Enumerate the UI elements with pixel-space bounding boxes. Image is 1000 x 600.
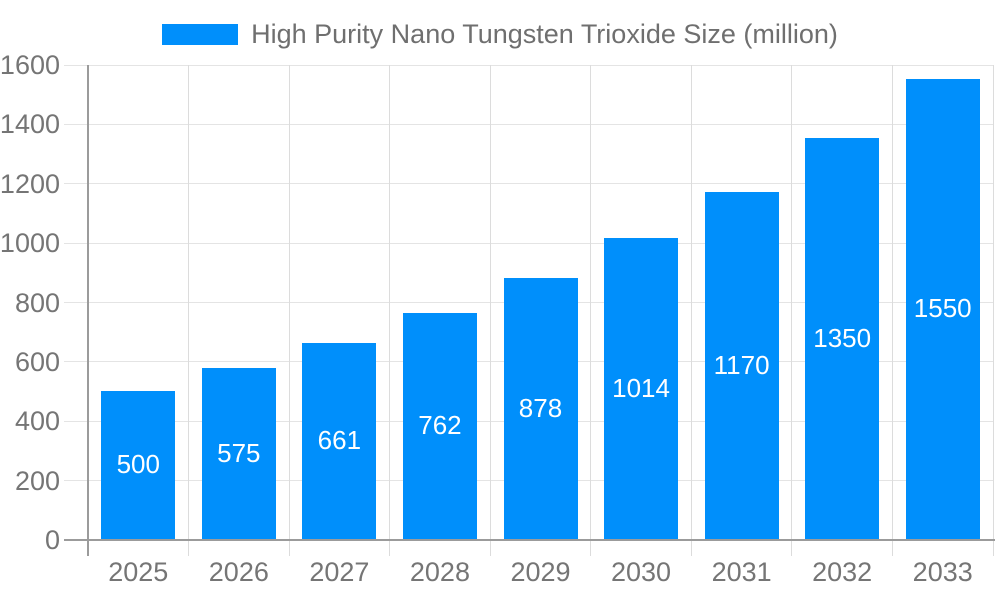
legend-label: High Purity Nano Tungsten Trioxide Size …	[251, 19, 838, 49]
legend: High Purity Nano Tungsten Trioxide Size …	[0, 19, 1000, 50]
gridline-horizontal	[64, 242, 993, 244]
bar-value-label: 1350	[813, 323, 872, 354]
gridline-vertical	[489, 65, 491, 556]
x-axis-tick-label: 2026	[208, 557, 269, 587]
bar-2029[interactable]: 878	[503, 278, 578, 539]
bar-2032[interactable]: 1350	[805, 138, 880, 539]
bar-2030[interactable]: 1014	[604, 237, 679, 539]
bar-value-label: 500	[116, 449, 160, 480]
gridline-vertical	[791, 65, 793, 556]
gridline-vertical	[590, 65, 592, 556]
y-axis-tick-label: 1000	[0, 228, 60, 259]
bar-2025[interactable]: 500	[101, 390, 176, 539]
gridline-horizontal	[64, 183, 993, 185]
gridline-vertical	[188, 65, 190, 556]
x-axis-tick-label: 2031	[711, 557, 772, 587]
y-axis-labels: 0 200 400 600 800 1000 1200 1400 1600	[0, 51, 60, 554]
bar-value-label: 575	[217, 438, 261, 469]
x-axis-tick-label: 2032	[812, 557, 873, 587]
bar-2033[interactable]: 1550	[905, 78, 980, 539]
bar-2027[interactable]: 661	[302, 342, 377, 539]
gridline-vertical	[690, 65, 692, 556]
bar-2031[interactable]: 1170	[704, 191, 779, 539]
y-axis-tick-label: 1200	[0, 168, 60, 199]
x-axis-labels: 2025 2026 2027 2028 2029 2030 2031 2032 2033	[88, 557, 993, 589]
x-axis-tick-label: 2030	[611, 557, 672, 587]
x-axis-tick-label: 2025	[108, 557, 169, 587]
y-axis-tick-label: 1600	[0, 50, 60, 80]
bar-value-label: 1550	[913, 293, 972, 324]
x-axis-tick-label: 2028	[409, 557, 470, 587]
legend-swatch-icon	[162, 24, 239, 45]
bar-value-label: 762	[418, 410, 462, 441]
bar-value-label: 661	[317, 425, 362, 456]
y-axis-tick-label: 0	[44, 525, 60, 555]
bar-value-label: 1014	[612, 372, 670, 403]
gridline-vertical	[992, 65, 994, 556]
bar-value-label: 878	[518, 393, 563, 424]
y-axis-tick-label: 800	[14, 287, 60, 318]
legend-item[interactable]: High Purity Nano Tungsten Trioxide Size …	[162, 19, 838, 50]
gridline-horizontal	[64, 123, 993, 125]
y-axis-tick-label: 1400	[0, 109, 60, 140]
bar-value-label: 1170	[713, 349, 770, 380]
y-axis-tick-label: 600	[14, 346, 60, 377]
gridline-vertical	[891, 65, 893, 556]
y-axis-tick-label: 200	[14, 465, 60, 496]
gridline-horizontal	[64, 64, 993, 66]
x-axis-tick-label: 2027	[309, 557, 370, 587]
y-axis-tick-label: 400	[14, 406, 60, 437]
x-axis-tick-label: 2033	[912, 557, 973, 587]
x-axis-tick-label: 2029	[510, 557, 571, 587]
gridline-vertical	[389, 65, 391, 556]
bar-2026[interactable]: 575	[201, 368, 276, 539]
y-axis-line	[87, 65, 89, 556]
bar-2028[interactable]: 762	[402, 312, 477, 539]
plot-area: 500 575 661 762 878 1014 1170 1350 1550	[64, 64, 995, 556]
x-axis-line	[64, 539, 995, 541]
gridline-vertical	[288, 65, 290, 556]
